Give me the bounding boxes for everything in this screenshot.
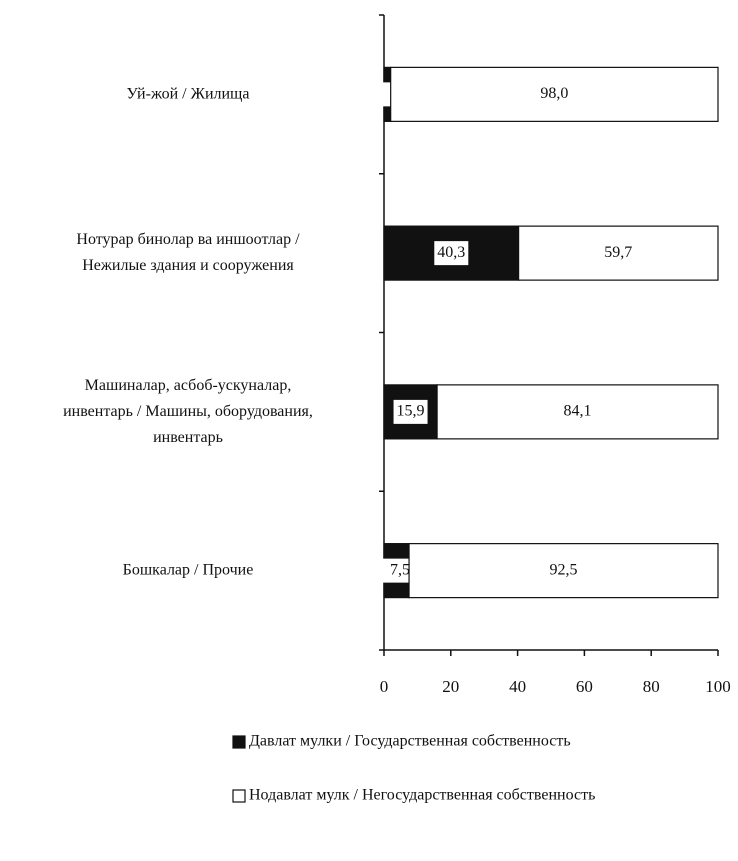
value-label: 40,3 [437,244,465,261]
x-tick-label: 60 [576,677,593,696]
value-label: 15,9 [397,403,425,420]
value-label: 7,5 [390,561,410,578]
bar-segment [436,384,719,440]
legend-label: Давлат мулки / Государственная собственн… [249,733,571,750]
value-label: 98,0 [540,85,568,102]
label-bg [393,399,428,424]
x-tick-label: 80 [643,677,660,696]
legend-swatch [232,735,246,749]
x-tick-label: 40 [509,677,526,696]
label-bg [434,241,469,266]
value-label: 84,1 [564,403,592,420]
x-tick-label: 100 [705,677,731,696]
value-label: 92,5 [550,561,578,578]
legend-swatch [232,789,246,803]
bar-segment [518,225,719,281]
category-label: Машиналар, асбоб-ускуналар, инвентарь / М… [63,377,313,446]
x-tick-label: 20 [442,677,459,696]
bar-segment [408,543,719,599]
category-label: Бошкалар / Прочие [123,561,254,578]
value-label: 59,7 [604,244,632,261]
category-label: Уй-жой / Жилища [127,85,250,102]
x-tick-label: 0 [380,677,389,696]
category-label: Нотурар бинолар ва иншоотлар / Нежилые зд… [76,231,300,274]
bar-segment [390,66,719,122]
legend-label: Нодавлат мулк / Негосударственная собств… [249,787,595,804]
